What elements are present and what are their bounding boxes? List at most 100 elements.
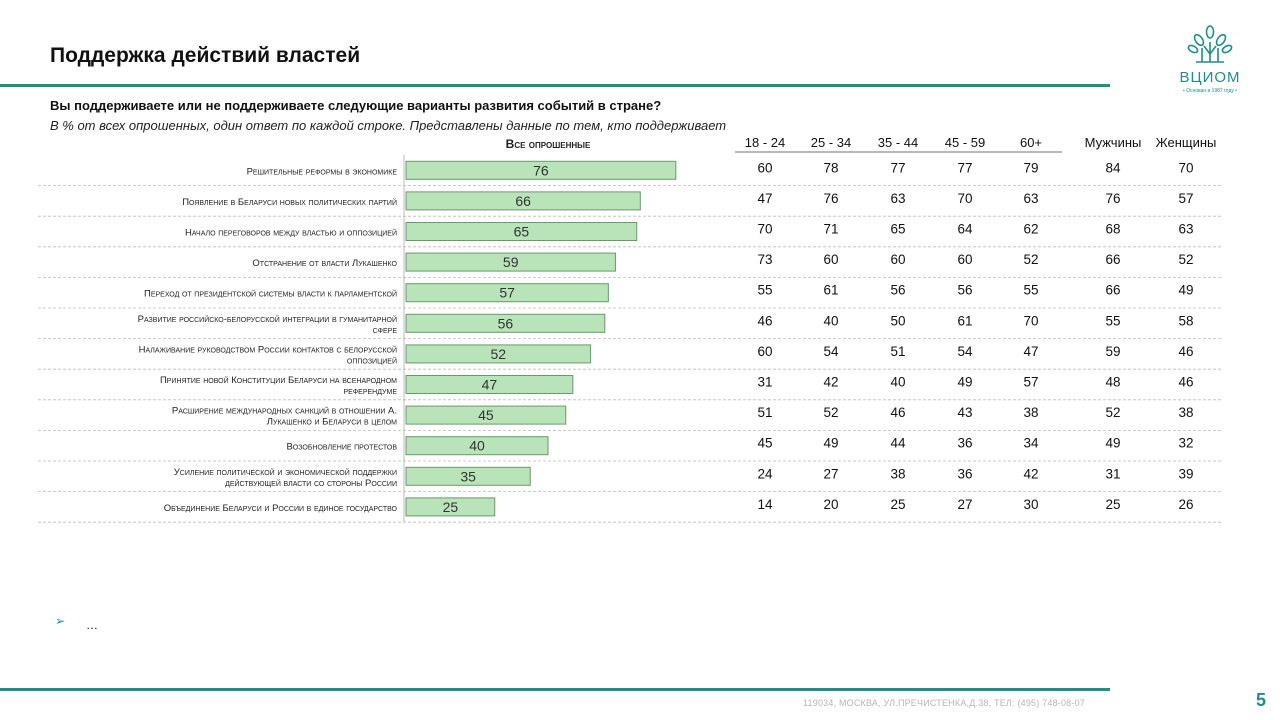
- table-cell: 63: [1023, 191, 1038, 206]
- table-cell: 36: [957, 436, 972, 451]
- column-header: Женщины: [1156, 135, 1217, 150]
- table-cell: 60: [957, 252, 972, 267]
- column-header: 18 - 24: [745, 135, 785, 150]
- table-cell: 77: [890, 160, 905, 175]
- table-cell: 63: [890, 191, 905, 206]
- category-label: Усиление политической и экономической по…: [174, 467, 397, 478]
- table-cell: 65: [890, 222, 905, 237]
- table-cell: 49: [1178, 283, 1193, 298]
- table-cell: 56: [890, 283, 905, 298]
- bar: [405, 222, 638, 241]
- category-label: Принятие новой Конституции Беларуси на в…: [160, 375, 397, 386]
- bar-value-label: 47: [482, 377, 498, 393]
- category-label: Возобновление протестов: [286, 442, 397, 453]
- table-cell: 52: [1105, 405, 1120, 420]
- table-cell: 48: [1105, 375, 1120, 390]
- table-cell: 20: [823, 497, 838, 512]
- table-cell: 55: [1023, 283, 1038, 298]
- table-cell: 57: [1023, 375, 1038, 390]
- bar: [405, 405, 567, 425]
- table-cell: 60: [890, 252, 905, 267]
- table-cell: 25: [1105, 497, 1120, 512]
- table-cell: 73: [757, 252, 772, 267]
- bottom-divider: [0, 688, 1110, 691]
- bar-value-label: 59: [503, 254, 519, 270]
- category-label: Появление в Беларуси новых политических …: [182, 197, 397, 208]
- bar-value-label: 35: [460, 468, 476, 484]
- table-cell: 32: [1178, 436, 1193, 451]
- tree-icon: [1187, 25, 1233, 63]
- table-cell: 14: [757, 497, 773, 512]
- category-label: оппозицией: [347, 355, 397, 366]
- table-cell: 52: [823, 405, 838, 420]
- table-cell: 42: [1023, 466, 1038, 481]
- bar-value-label: 25: [443, 499, 459, 515]
- question-text: Вы поддерживаете или не поддерживаете сл…: [50, 98, 662, 113]
- bar: [405, 436, 549, 456]
- category-label: референдуме: [344, 386, 398, 397]
- table-cell: 30: [1023, 497, 1038, 512]
- table-cell: 66: [1105, 252, 1120, 267]
- bar-value-label: 40: [469, 438, 485, 454]
- table-cell: 40: [890, 375, 905, 390]
- category-label: Начало переговоров между властью и оппоз…: [185, 228, 397, 239]
- table-cell: 60: [757, 160, 772, 175]
- table-cell: 43: [957, 405, 972, 420]
- table-cell: 58: [1178, 313, 1193, 328]
- bar: [405, 375, 574, 394]
- table-cell: 31: [1105, 466, 1120, 481]
- table-cell: 34: [1023, 436, 1039, 451]
- logo-tagline: • Основан в 1987 году •: [1183, 88, 1237, 94]
- column-header: 35 - 44: [878, 135, 918, 150]
- table-cell: 79: [1023, 160, 1038, 175]
- table-cell: 77: [957, 160, 972, 175]
- table-cell: 60: [757, 344, 772, 359]
- table-cell: 56: [957, 283, 972, 298]
- bar: [405, 160, 677, 180]
- column-header: 45 - 59: [945, 135, 985, 150]
- table-cell: 38: [1178, 405, 1193, 420]
- table-cell: 52: [1178, 252, 1193, 267]
- bar: [405, 252, 616, 272]
- column-header: 25 - 34: [811, 135, 851, 150]
- vciom-logo: ВЦИОМ • Основан в 1987 году •: [1179, 25, 1240, 94]
- footer-address: 119034, МОСКВА, УЛ.ПРЕЧИСТЕНКА,Д.38, ТЕЛ…: [803, 698, 1085, 708]
- bar: [405, 191, 641, 211]
- category-label: Лукашенко и Беларуси в целом: [267, 417, 397, 428]
- bar: [405, 497, 496, 517]
- page-title: Поддержка действий властей: [50, 44, 361, 67]
- table-cell: 49: [957, 375, 972, 390]
- table-cell: 55: [757, 283, 772, 298]
- table-cell: 60: [823, 252, 838, 267]
- table-cell: 38: [890, 466, 905, 481]
- table-cell: 51: [757, 405, 772, 420]
- bar-value-label: 45: [478, 407, 494, 423]
- table-cell: 76: [1105, 191, 1120, 206]
- table-cell: 76: [823, 191, 838, 206]
- bar-value-label: 56: [498, 315, 514, 331]
- bar-value-label: 66: [515, 193, 531, 209]
- table-cell: 71: [823, 222, 838, 237]
- category-label: Решительные реформы в экономике: [247, 166, 398, 177]
- table-cell: 52: [1023, 252, 1038, 267]
- table-cell: 55: [1105, 313, 1120, 328]
- chart-title: Все опрошенные: [506, 137, 591, 151]
- table-cell: 49: [1105, 436, 1120, 451]
- table-cell: 42: [823, 375, 838, 390]
- table-cell: 66: [1105, 283, 1120, 298]
- bullet-arrow-icon: ➢: [55, 614, 66, 628]
- table-cell: 24: [757, 466, 773, 481]
- table-cell: 26: [1178, 497, 1193, 512]
- bar-value-label: 65: [514, 224, 530, 240]
- category-label: Переход от президентской системы власти …: [144, 289, 397, 300]
- bar-value-label: 57: [499, 285, 515, 301]
- table-cell: 46: [890, 405, 905, 420]
- category-label: действующей власти со стороны России: [225, 478, 397, 489]
- table-cell: 38: [1023, 405, 1038, 420]
- table-cell: 54: [957, 344, 973, 359]
- table-cell: 39: [1178, 466, 1193, 481]
- category-label: Отстранение от власти Лукашенко: [252, 258, 397, 269]
- logo-name: ВЦИОМ: [1179, 69, 1240, 86]
- bar: [405, 283, 609, 303]
